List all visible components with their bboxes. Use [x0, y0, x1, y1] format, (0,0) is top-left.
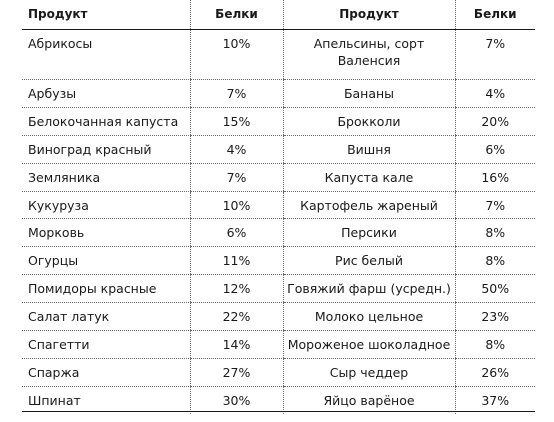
protein-cell: 8%	[454, 218, 535, 248]
protein-cell: 6%	[454, 135, 535, 164]
product-cell: Огурцы	[22, 246, 190, 276]
header-protein-left: Белки	[189, 0, 283, 30]
product-cell: Картофель жареный	[282, 191, 455, 220]
table-row: Кукуруза 10% Картофель жареный 7%	[22, 191, 535, 220]
protein-cell: 6%	[189, 218, 283, 248]
product-cell: Яйцо варёное	[282, 386, 455, 414]
protein-cell: 7%	[454, 191, 535, 220]
table-row: Белокочанная капуста 15% Брокколи 20%	[22, 107, 535, 136]
protein-cell: 27%	[189, 358, 283, 387]
table-row: Шпинат 30% Яйцо варёное 37%	[22, 386, 535, 414]
table-row: Земляника 7% Капуста кале 16%	[22, 163, 535, 192]
product-cell: Белокочанная капуста	[22, 107, 190, 136]
protein-cell: 50%	[454, 274, 535, 304]
product-cell: Апельсины, сорт Валенсия	[282, 29, 455, 80]
product-cell: Персики	[282, 218, 455, 248]
protein-cell: 7%	[189, 79, 283, 108]
protein-cell: 14%	[189, 330, 283, 359]
protein-cell: 11%	[189, 246, 283, 276]
product-cell: Бананы	[282, 79, 455, 108]
protein-cell: 37%	[454, 386, 535, 414]
protein-table: Продукт Белки Продукт Белки Абрикосы 10%…	[22, 0, 535, 414]
table-row: Арбузы 7% Бананы 4%	[22, 79, 535, 108]
product-cell: Шпинат	[28, 392, 81, 408]
header-product-right: Продукт	[282, 0, 455, 30]
protein-cell: 20%	[454, 107, 535, 136]
table-row: Салат латук 22% Молоко цельное 23%	[22, 302, 535, 332]
table-row: Спагетти 14% Мороженое шоколадное 8%	[22, 330, 535, 359]
product-cell: Арбузы	[22, 79, 190, 108]
bottom-rule	[22, 411, 535, 412]
table-row: Морковь 6% Персики 8%	[22, 218, 535, 248]
protein-cell: 8%	[454, 330, 535, 359]
protein-cell: 15%	[189, 107, 283, 136]
protein-cell: 26%	[454, 358, 535, 387]
protein-cell: 16%	[454, 163, 535, 192]
product-cell: Спаржа	[22, 358, 190, 387]
protein-cell: 4%	[454, 79, 535, 108]
product-cell: Молоко цельное	[282, 302, 455, 332]
table-row: Спаржа 27% Сыр чеддер 26%	[22, 358, 535, 387]
protein-cell: 7%	[454, 29, 535, 80]
product-cell: Салат латук	[22, 302, 190, 332]
product-cell: Помидоры красные	[22, 274, 190, 304]
header-product-left: Продукт	[22, 0, 190, 30]
product-cell: Морковь	[22, 218, 190, 248]
protein-cell: 22%	[189, 302, 283, 332]
table-row: Виноград красный 4% Вишня 6%	[22, 135, 535, 164]
protein-cell: 7%	[189, 163, 283, 192]
header-row: Продукт Белки Продукт Белки	[22, 0, 535, 30]
product-cell: Рис белый	[282, 246, 455, 276]
protein-cell: 8%	[454, 246, 535, 276]
protein-cell: 30%	[189, 386, 283, 414]
product-cell: Говяжий фарш (усредн.)	[282, 274, 455, 304]
table-row: Огурцы 11% Рис белый 8%	[22, 246, 535, 276]
product-cell: Брокколи	[282, 107, 455, 136]
table-row: Помидоры красные 12% Говяжий фарш (усред…	[22, 274, 535, 304]
product-cell: Капуста кале	[282, 163, 455, 192]
protein-table-container: Продукт Белки Продукт Белки Абрикосы 10%…	[22, 0, 535, 414]
product-cell: Виноград красный	[22, 135, 190, 164]
protein-cell: 4%	[189, 135, 283, 164]
header-protein-right: Белки	[454, 0, 535, 30]
product-cell: Абрикосы	[22, 29, 190, 80]
protein-cell: 10%	[189, 191, 283, 220]
product-cell: Земляника	[22, 163, 190, 192]
protein-cell: 12%	[189, 274, 283, 304]
product-cell: Вишня	[282, 135, 455, 164]
table-row: Абрикосы 10% Апельсины, сорт Валенсия 7%	[22, 29, 535, 80]
protein-cell: 23%	[454, 302, 535, 332]
product-cell: Сыр чеддер	[282, 358, 455, 387]
product-cell: Мороженое шоколадное	[282, 330, 455, 359]
product-cell: Кукуруза	[22, 191, 190, 220]
protein-cell: 10%	[189, 29, 283, 80]
product-cell: Спагетти	[22, 330, 190, 359]
